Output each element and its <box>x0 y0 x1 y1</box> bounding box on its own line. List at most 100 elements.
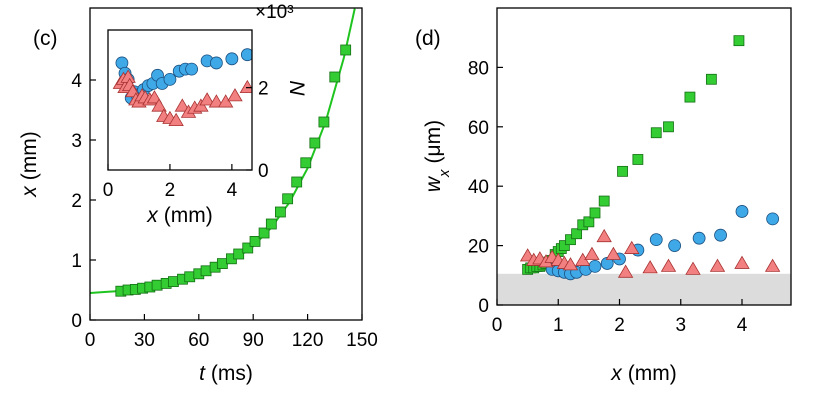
triangle-marker <box>617 264 634 278</box>
x-tick-label: 0 <box>492 315 503 336</box>
circle-marker <box>692 231 706 245</box>
y-tick-label: 1 <box>71 251 82 272</box>
square-marker <box>265 218 277 230</box>
x-axis-label: x (mm) <box>610 362 676 385</box>
triangle-marker <box>208 94 225 108</box>
square-marker <box>663 121 674 133</box>
x-tick-label: 150 <box>346 330 378 351</box>
square-marker <box>583 216 595 228</box>
axes-frame <box>107 29 253 171</box>
triangle-marker <box>174 98 191 112</box>
square-marker <box>249 235 261 247</box>
circle-marker <box>735 205 749 218</box>
y-label-variable: w <box>422 175 445 192</box>
square-marker <box>282 193 294 205</box>
circle-marker <box>225 52 239 66</box>
square-marker <box>309 137 321 149</box>
square-marker <box>233 248 245 260</box>
square-marker <box>684 91 696 103</box>
y-tick-label: 20 <box>468 237 489 258</box>
square-marker <box>565 234 576 246</box>
square-marker <box>242 242 254 254</box>
y-label-unit: (mm) <box>18 131 41 180</box>
axes-frame <box>89 7 363 321</box>
triangle-marker <box>605 246 622 260</box>
square-marker <box>291 176 303 188</box>
data-layer <box>90 8 356 297</box>
y-tick-label: 2 <box>258 79 269 100</box>
square-marker <box>705 73 717 85</box>
x-axis-label: t (ms) <box>199 362 253 385</box>
square-marker <box>300 157 312 169</box>
square-marker <box>598 195 610 207</box>
square-marker <box>258 227 270 239</box>
y-tick-label: 4 <box>71 71 82 92</box>
x-label-variable: t <box>199 362 206 385</box>
x-axis-label: x (mm) <box>146 204 212 227</box>
panel-label: (d) <box>415 27 441 50</box>
triangle-marker <box>151 98 167 112</box>
circle-marker <box>240 48 252 62</box>
axes-frame <box>496 7 792 306</box>
triangle-marker <box>734 255 750 269</box>
circle-marker <box>588 259 602 273</box>
triangle-marker <box>596 228 612 243</box>
y-tick-label: 0 <box>71 311 82 332</box>
square-marker <box>650 127 662 139</box>
y-label-subscript: x <box>436 169 453 178</box>
x-tick-label: 2 <box>165 180 176 201</box>
y-tick-label: 2 <box>71 191 82 212</box>
x-tick-label: 1 <box>553 315 564 336</box>
x-label-unit: (mm) <box>628 362 677 385</box>
triangle-marker <box>562 257 579 271</box>
x-label-unit: (ms) <box>211 362 253 385</box>
x-tick-label: 3 <box>675 315 686 336</box>
triangle-marker <box>764 258 781 272</box>
square-marker <box>617 165 628 177</box>
triangle-marker <box>168 112 184 126</box>
data-layer <box>519 35 781 281</box>
y-label-variable: x <box>18 185 41 198</box>
square-marker <box>216 258 228 270</box>
y-label-unit: (μm) <box>422 120 445 164</box>
y-tick-label: 0 <box>258 161 269 182</box>
x-tick-label: 0 <box>103 180 114 201</box>
square-marker <box>184 271 196 283</box>
x-tick-label: 60 <box>188 330 209 351</box>
y-tick-label: 60 <box>468 118 489 139</box>
y-tick-label: 0 <box>478 296 489 317</box>
triangle-marker <box>199 92 215 106</box>
x-tick-label: 2 <box>614 315 625 336</box>
x-tick-label: 4 <box>737 315 748 336</box>
triangle-marker <box>685 261 701 275</box>
triangle-marker <box>624 240 640 254</box>
y-tick-label: 40 <box>468 177 489 198</box>
circle-marker <box>714 228 727 242</box>
circle-marker <box>163 73 177 86</box>
panel-label: (c) <box>33 27 58 50</box>
square-marker <box>200 265 212 277</box>
x-label-unit: (mm) <box>164 204 213 227</box>
x-tick-label: 30 <box>134 330 155 351</box>
square-marker <box>632 154 644 165</box>
triangle-marker <box>584 246 600 260</box>
x-tick-label: 0 <box>85 330 96 351</box>
data-layer <box>112 48 252 126</box>
square-marker <box>558 240 570 252</box>
y-label-group: x (mm) <box>18 131 41 197</box>
y-axis-label: x (mm) <box>18 131 41 197</box>
square-marker <box>151 279 163 291</box>
y-axis-label: wx (μm) <box>422 120 453 192</box>
y-label-group: N <box>285 80 308 96</box>
y-label-group: wx (μm) <box>422 120 453 192</box>
square-marker <box>168 276 179 288</box>
circle-marker <box>209 56 223 70</box>
circle-marker <box>668 239 682 253</box>
x-label-variable: x <box>610 362 623 385</box>
triangle-marker <box>660 258 677 272</box>
y-label-variable: N <box>285 80 308 96</box>
triangle-marker <box>146 90 163 104</box>
